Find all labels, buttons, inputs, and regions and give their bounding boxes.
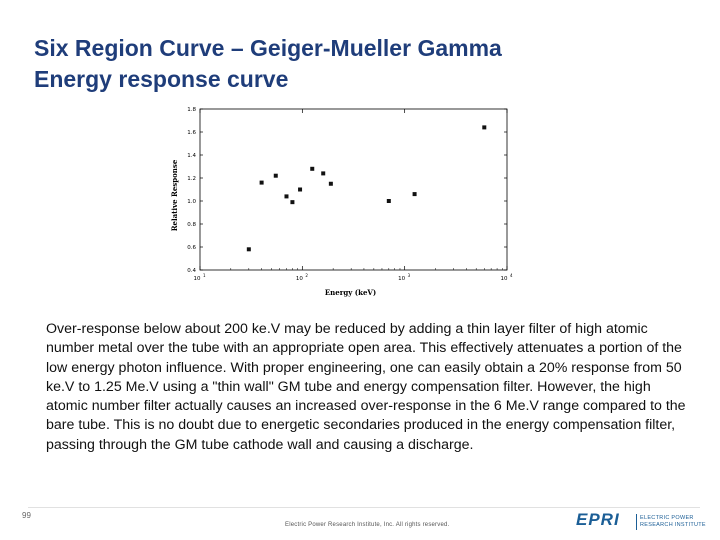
x-tick-exponent: 4: [510, 273, 513, 278]
data-point: [412, 192, 417, 197]
footer-divider: [28, 507, 700, 508]
data-point: [386, 199, 391, 203]
x-axis-label: Energy (keV): [325, 288, 376, 297]
y-tick-label: 1.6: [187, 130, 196, 136]
x-tick-exponent: 3: [408, 273, 411, 278]
copyright-notice: Electric Power Research Institute, Inc. …: [285, 522, 450, 528]
x-tick-exponent: 2: [305, 273, 308, 278]
data-point: [290, 200, 295, 205]
x-tick-label: 10: [398, 276, 405, 282]
y-tick-label: 0.6: [187, 245, 196, 251]
y-tick-label: 0.8: [187, 222, 196, 228]
x-tick-exponent: 1: [203, 273, 206, 278]
y-tick-label: 1.4: [187, 153, 196, 159]
y-tick-label: 1.2: [187, 176, 196, 182]
data-point: [328, 181, 333, 186]
y-tick-label: 1.8: [187, 107, 196, 113]
data-point: [310, 166, 315, 171]
x-tick-label: 10: [296, 276, 303, 282]
logo-tagline-line-1: ELECTRIC POWER: [640, 515, 694, 521]
logo-tagline-line-2: RESEARCH INSTITUTE: [640, 522, 706, 528]
data-point: [284, 194, 289, 199]
data-point: [482, 125, 487, 130]
x-tick-label: 10: [194, 276, 201, 282]
logo-wordmark: EPRI: [576, 510, 620, 529]
title-line-1: Six Region Curve – Geiger-Mueller Gamma: [34, 35, 502, 61]
body-paragraph: Over-response below about 200 ke.V may b…: [46, 321, 686, 453]
energy-response-chart: 0.4 0.6 0.8 1.0 1.2 1.4 1.6 1.8 10 1 10 2 10 3 10 4 Ener…: [166, 103, 526, 303]
x-tick-label: 10: [501, 276, 508, 282]
logo-divider: [636, 514, 637, 530]
data-point: [298, 187, 303, 192]
slide-title: Six Region Curve – Geiger-Mueller Gamma …: [34, 33, 674, 95]
chart-svg: 0.40.60.81.01.21.41.61.8101102103104Ener…: [170, 107, 513, 297]
data-point: [273, 173, 278, 178]
plot-frame: [199, 108, 508, 271]
y-tick-label: 0.4: [187, 268, 196, 274]
data-point: [259, 180, 264, 185]
epri-logo: EPRI ELECTRIC POWER RESEARCH INSTITUTE: [576, 510, 706, 531]
data-point: [246, 247, 251, 252]
page-number: 99: [22, 511, 31, 520]
data-point: [321, 171, 326, 176]
y-tick-label: 1.0: [187, 199, 196, 205]
logo-tagline: ELECTRIC POWER RESEARCH INSTITUTE: [640, 515, 706, 529]
title-line-2: Energy response curve: [34, 66, 289, 92]
y-axis-label: Relative Response: [170, 159, 179, 231]
